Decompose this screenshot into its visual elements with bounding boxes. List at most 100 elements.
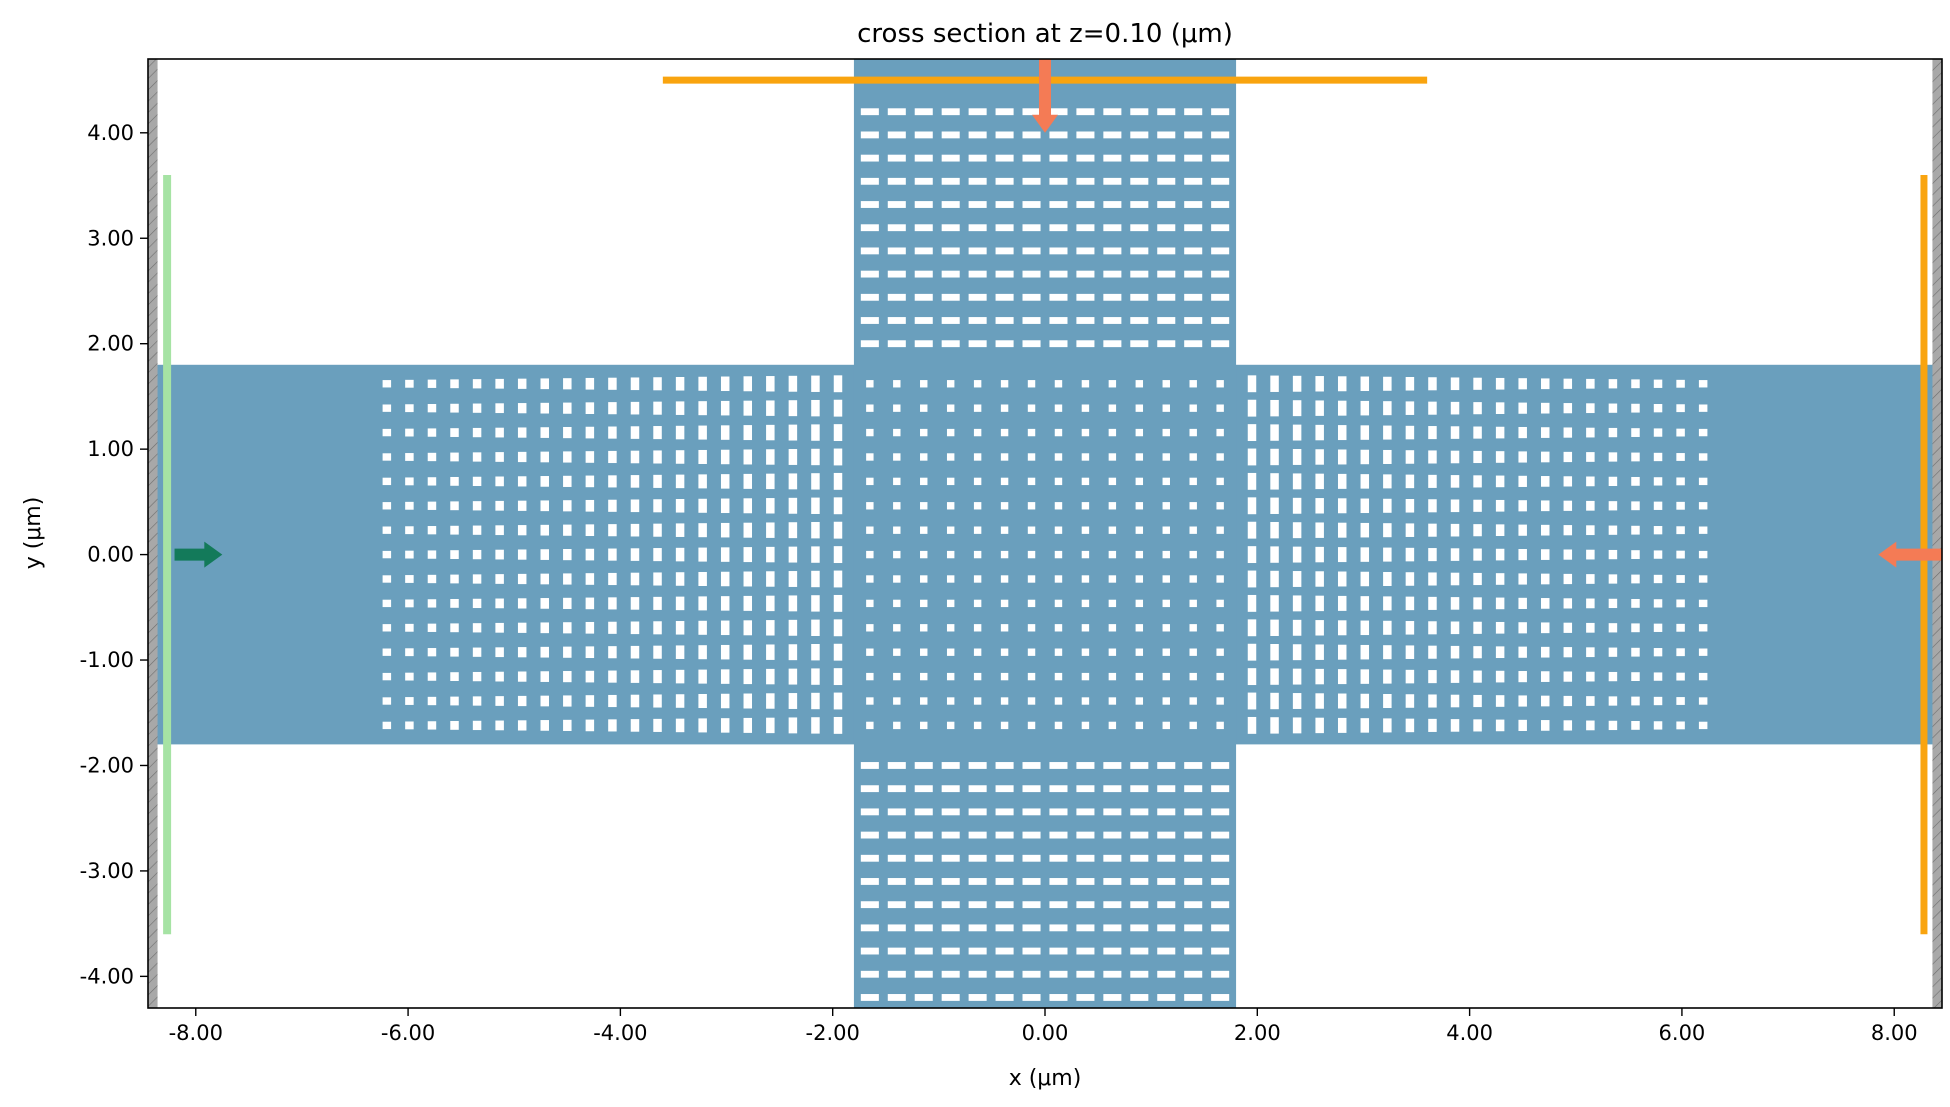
right-arm-hole <box>1495 646 1505 659</box>
left-arm-hole <box>382 550 392 559</box>
right-arm-hole <box>1698 624 1708 632</box>
right-arm-hole <box>1653 599 1663 608</box>
left-arm-hole <box>450 623 459 633</box>
left-arm-hole <box>563 500 572 512</box>
bottom-arm-hole <box>995 878 1014 885</box>
bottom-arm-hole <box>1184 901 1203 909</box>
right-arm-hole <box>1541 524 1550 536</box>
left-arm-hole <box>517 403 527 414</box>
right-arm-hole <box>1292 668 1302 685</box>
left-arm-hole <box>450 721 459 730</box>
bottom-arm-hole <box>1211 831 1230 839</box>
bottom-arm-hole <box>1103 901 1122 909</box>
center-hole <box>1189 599 1197 608</box>
center-hole <box>1081 380 1090 388</box>
right-arm-hole <box>1563 549 1573 560</box>
top-arm-hole <box>1076 293 1095 301</box>
bottom-arm-hole <box>887 901 906 909</box>
right-arm-hole <box>1450 645 1460 659</box>
right-arm-hole <box>1563 403 1573 414</box>
center-hole <box>893 502 901 510</box>
right-arm-hole <box>1698 477 1708 486</box>
left-arm-hole <box>720 498 730 514</box>
bottom-arm-hole <box>1022 808 1041 816</box>
left-arm-hole <box>472 379 482 389</box>
left-arm-hole <box>405 526 414 535</box>
left-arm-hole <box>472 403 482 413</box>
right-arm-hole <box>1518 719 1527 731</box>
monitor-right-arrow <box>1878 541 1942 568</box>
right-arm-hole <box>1698 599 1708 608</box>
right-arm-hole <box>1518 671 1527 683</box>
bottom-arm-hole <box>1103 970 1122 978</box>
left-arm-hole <box>517 647 527 658</box>
left-arm-hole <box>653 572 662 586</box>
bottom-arm-hole <box>1184 947 1203 955</box>
left-arm-hole <box>788 522 798 539</box>
left-arm-hole <box>720 644 730 660</box>
right-arm-hole <box>1292 400 1302 417</box>
left-arm-hole <box>788 595 798 612</box>
left-arm-hole <box>608 499 617 512</box>
left-arm-hole <box>540 695 549 707</box>
center-hole <box>1000 550 1009 559</box>
right-arm-hole <box>1631 525 1640 535</box>
left-arm-hole <box>427 477 437 486</box>
left-arm-hole <box>495 500 504 511</box>
left-arm-hole <box>698 498 707 513</box>
top-arm-hole <box>968 270 987 278</box>
left-arm-hole <box>495 696 504 706</box>
left-arm-hole <box>833 546 843 564</box>
left-arm-hole <box>540 427 549 438</box>
bottom-arm-hole <box>1076 878 1095 885</box>
top-arm-hole <box>1076 154 1095 162</box>
bottom-arm-hole <box>968 994 987 1001</box>
center-hole <box>946 453 955 461</box>
right-arm-hole <box>1495 670 1505 683</box>
left-arm-hole <box>743 376 753 392</box>
left-arm-hole <box>585 573 595 585</box>
left-arm-hole <box>405 721 414 730</box>
right-arm-hole <box>1315 473 1324 490</box>
left-arm-hole <box>630 499 640 513</box>
bottom-arm-hole <box>1211 947 1230 955</box>
center-hole <box>1081 648 1090 656</box>
right-arm-hole <box>1676 575 1685 583</box>
left-arm-hole <box>833 375 843 393</box>
center-hole <box>1162 697 1170 705</box>
center-hole <box>1081 428 1090 437</box>
top-arm-hole <box>941 108 960 116</box>
center-hole <box>1162 526 1170 534</box>
monitor-top-arrow <box>1032 59 1058 133</box>
structure-layer <box>148 59 1942 1008</box>
center-hole <box>1135 648 1144 656</box>
right-arm-hole <box>1473 524 1482 537</box>
bottom-arm-hole <box>1211 878 1230 885</box>
left-arm-hole <box>427 404 437 413</box>
right-arm-hole <box>1653 526 1663 535</box>
bottom-arm-hole <box>1184 762 1203 769</box>
left-arm-hole <box>675 523 685 537</box>
right-arm-hole <box>1473 694 1482 708</box>
right-arm-hole <box>1450 377 1460 391</box>
bottom-arm-hole <box>1130 808 1149 816</box>
left-arm-hole <box>585 524 595 537</box>
center-hole <box>1027 453 1036 461</box>
left-arm-hole <box>743 522 753 538</box>
top-arm-hole <box>1049 270 1068 278</box>
right-arm-hole <box>1360 620 1370 636</box>
right-arm-hole <box>1586 427 1595 438</box>
left-arm-hole <box>495 598 504 609</box>
center-hole <box>893 404 901 412</box>
chart-title: cross section at z=0.10 (μm) <box>857 19 1233 49</box>
bottom-arm-hole <box>1049 994 1068 1001</box>
bottom-arm-hole <box>914 994 933 1001</box>
right-arm-hole <box>1495 451 1505 463</box>
left-arm-hole <box>585 377 595 390</box>
right-arm-hole <box>1473 572 1482 586</box>
top-arm-hole <box>914 293 933 301</box>
left-arm-hole <box>743 571 753 587</box>
center-hole <box>1000 599 1009 608</box>
center-hole <box>973 599 982 608</box>
right-arm-hole <box>1473 597 1482 610</box>
